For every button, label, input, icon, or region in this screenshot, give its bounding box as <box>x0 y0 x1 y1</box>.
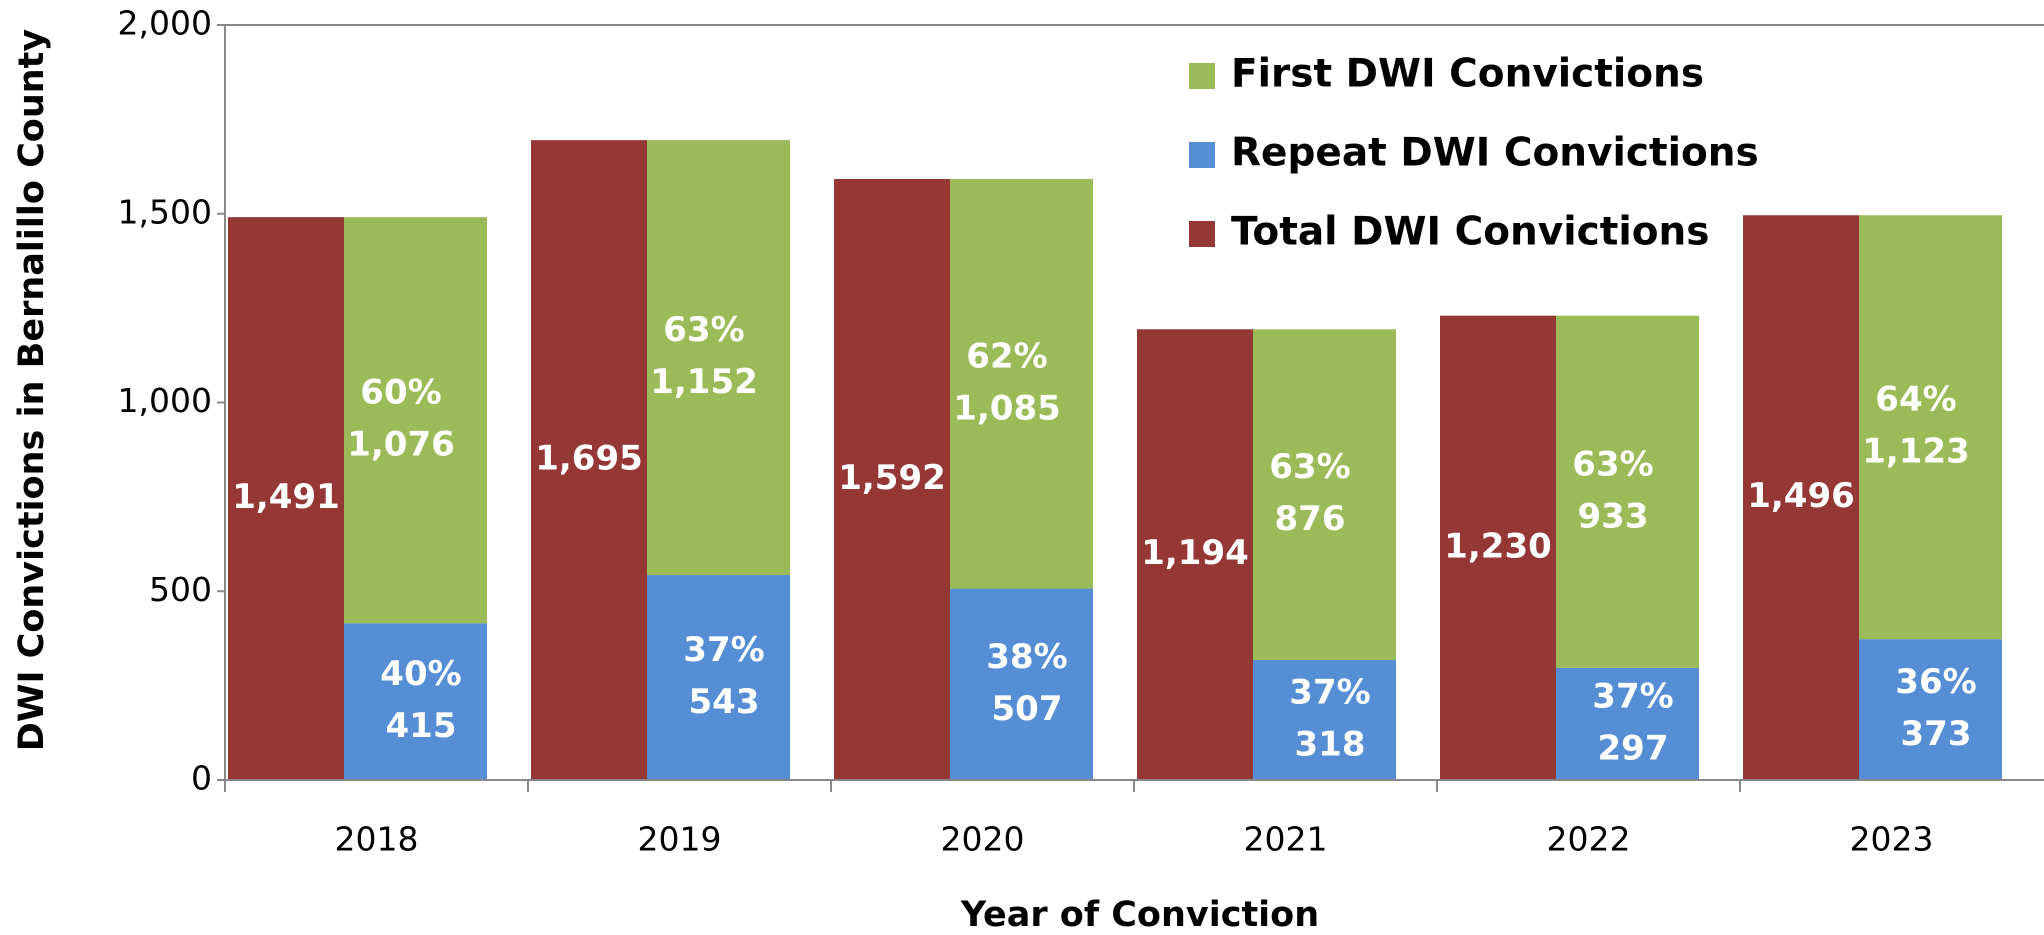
x-tick-label: 2022 <box>1547 820 1631 859</box>
y-tick-label: 2,000 <box>118 4 212 43</box>
y-axis-title: DWI Convictions in Bernalillo County <box>12 29 52 752</box>
legend-label: Repeat DWI Convictions <box>1231 131 1759 176</box>
bar <box>1743 215 1859 780</box>
bar <box>1859 215 2002 640</box>
data-label: 1,496 <box>1747 476 1855 516</box>
bar <box>1253 659 1396 780</box>
bar <box>1137 329 1253 780</box>
data-label: 318 <box>1295 724 1366 764</box>
data-label: 297 <box>1598 728 1669 768</box>
data-label: 1,194 <box>1141 533 1249 573</box>
x-tick-label: 2021 <box>1244 820 1328 859</box>
percent-label: 63% <box>1572 444 1653 484</box>
bar <box>1253 329 1396 660</box>
percent-label: 36% <box>1895 662 1976 702</box>
x-tick-label: 2023 <box>1850 820 1934 859</box>
data-label: 1,491 <box>232 477 340 517</box>
data-label: 507 <box>992 689 1063 729</box>
y-tick-label: 500 <box>149 570 212 609</box>
percent-label: 62% <box>966 336 1047 376</box>
bar <box>1556 667 1699 780</box>
bar <box>647 575 790 780</box>
data-label: 373 <box>1901 714 1972 754</box>
bar <box>344 217 487 624</box>
percent-label: 63% <box>1269 447 1350 487</box>
percent-label: 37% <box>1592 676 1673 716</box>
bar <box>950 588 1093 780</box>
bar <box>647 140 790 576</box>
percent-label: 64% <box>1875 380 1956 420</box>
bar <box>834 179 950 780</box>
bar <box>1440 315 1556 780</box>
x-axis-title: Year of Conviction <box>960 895 1319 935</box>
legend-swatch <box>1189 63 1215 89</box>
y-tick-label: 1,000 <box>118 381 212 420</box>
data-label: 1,695 <box>535 439 643 479</box>
bar <box>531 140 647 780</box>
data-label: 1,123 <box>1862 432 1970 472</box>
data-label: 415 <box>386 706 457 746</box>
data-label: 1,230 <box>1444 526 1552 566</box>
bar <box>1859 639 2002 780</box>
x-tick-label: 2020 <box>941 820 1025 859</box>
legend-label: First DWI Convictions <box>1231 52 1704 97</box>
percent-label: 37% <box>1289 672 1370 712</box>
y-tick-label: 0 <box>191 759 212 798</box>
data-label: 933 <box>1578 496 1649 536</box>
y-tick-label: 1,500 <box>118 192 212 231</box>
percent-label: 40% <box>380 654 461 694</box>
data-label: 1,152 <box>650 362 758 402</box>
legend-label: Total DWI Convictions <box>1231 210 1709 255</box>
x-tick-label: 2018 <box>335 820 419 859</box>
bar <box>1556 315 1699 668</box>
x-tick-label: 2019 <box>638 820 722 859</box>
data-label: 1,592 <box>838 458 946 498</box>
data-label: 1,085 <box>953 388 1061 428</box>
legend-swatch <box>1189 142 1215 168</box>
percent-label: 37% <box>683 630 764 670</box>
percent-label: 63% <box>663 310 744 350</box>
bar <box>950 179 1093 589</box>
data-label: 1,076 <box>347 425 455 465</box>
legend-swatch <box>1189 221 1215 247</box>
data-label: 543 <box>689 682 760 722</box>
bar <box>344 623 487 780</box>
data-label: 876 <box>1275 499 1346 539</box>
percent-label: 60% <box>360 373 441 413</box>
percent-label: 38% <box>986 637 1067 677</box>
bar <box>228 217 344 780</box>
